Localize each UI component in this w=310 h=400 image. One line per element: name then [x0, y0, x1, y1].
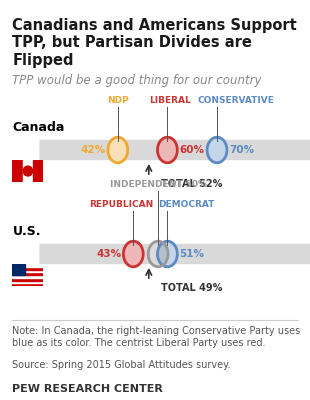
Bar — [12, 160, 23, 182]
Text: 43%: 43% — [96, 249, 122, 259]
Circle shape — [123, 241, 143, 267]
FancyBboxPatch shape — [39, 140, 310, 160]
Circle shape — [108, 137, 128, 163]
Text: LIBERAL: LIBERAL — [150, 96, 191, 105]
Bar — [12, 280, 43, 283]
Bar — [12, 264, 25, 275]
Text: Canada: Canada — [12, 121, 65, 134]
FancyBboxPatch shape — [39, 244, 310, 264]
Text: CONSERVATIVE: CONSERVATIVE — [197, 96, 274, 105]
Text: 60%: 60% — [179, 145, 204, 155]
Text: DEMOCRAT: DEMOCRAT — [158, 200, 214, 209]
Bar — [12, 270, 43, 272]
Text: Source: Spring 2015 Global Attitudes survey.: Source: Spring 2015 Global Attitudes sur… — [12, 360, 231, 370]
Text: INDEPENDENT 50%: INDEPENDENT 50% — [110, 180, 206, 189]
Bar — [12, 264, 43, 267]
Bar — [12, 267, 43, 270]
Circle shape — [148, 241, 168, 267]
Text: REPUBLICAN: REPUBLICAN — [89, 200, 153, 209]
Bar — [23, 160, 33, 182]
Circle shape — [148, 241, 168, 267]
Circle shape — [108, 137, 128, 163]
Text: U.S.: U.S. — [12, 225, 41, 238]
Bar — [12, 283, 43, 286]
Text: PEW RESEARCH CENTER: PEW RESEARCH CENTER — [12, 384, 163, 394]
Bar — [33, 160, 43, 182]
Circle shape — [157, 137, 177, 163]
Circle shape — [207, 137, 227, 163]
Text: Note: In Canada, the right-leaning Conservative Party uses
blue as its color. Th: Note: In Canada, the right-leaning Conse… — [12, 326, 301, 348]
Bar — [12, 272, 43, 275]
Circle shape — [123, 241, 143, 267]
Text: 70%: 70% — [229, 145, 254, 155]
Text: Canadians and Americans Support
TPP, but Partisan Divides are Flipped: Canadians and Americans Support TPP, but… — [12, 18, 297, 68]
Text: TOTAL 52%: TOTAL 52% — [161, 179, 223, 189]
Bar — [12, 278, 43, 280]
Text: NDP: NDP — [107, 96, 129, 105]
Circle shape — [207, 137, 227, 163]
Text: 42%: 42% — [81, 145, 106, 155]
Circle shape — [23, 166, 33, 176]
Bar — [12, 275, 43, 278]
Text: 51%: 51% — [179, 249, 204, 259]
Text: TOTAL 49%: TOTAL 49% — [161, 283, 223, 293]
Text: TPP would be a good thing for our country: TPP would be a good thing for our countr… — [12, 74, 262, 87]
Circle shape — [157, 241, 177, 267]
Circle shape — [157, 241, 177, 267]
Circle shape — [157, 137, 177, 163]
